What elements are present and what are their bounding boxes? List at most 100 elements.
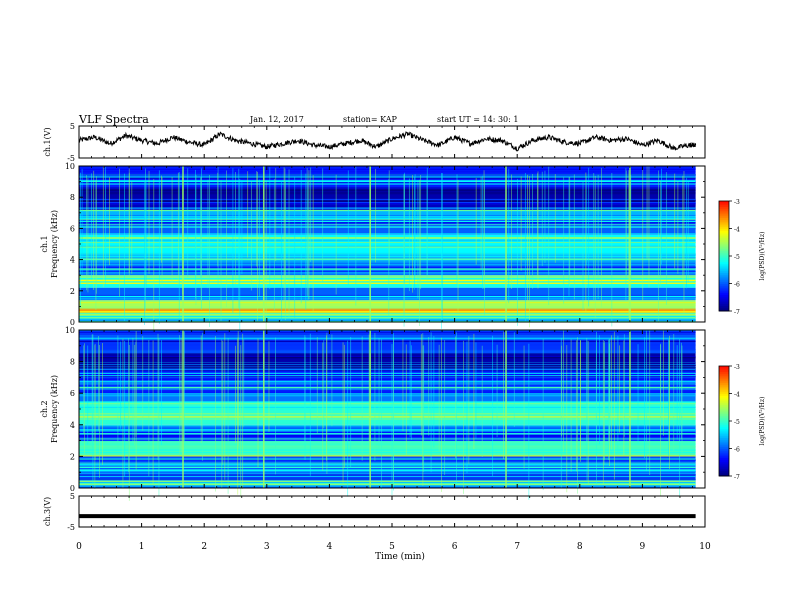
ch1-spectrogram-colorbar-cell (719, 246, 729, 250)
ch2-spectrogram-line (79, 464, 696, 466)
ch2-spectrogram-sferic (681, 345, 683, 454)
ch2-spectrogram-sferic (179, 335, 180, 456)
ch1-spectrogram-colorbar-label: log(PSD)(V²/Hz) (759, 232, 766, 281)
ch1-spectrogram-sferic (91, 173, 92, 280)
ch1-spectrogram-ytick-label: 4 (70, 256, 75, 265)
ch2-spectrogram-colorbar-cell (719, 399, 729, 402)
ch2-spectrogram-sferic (326, 335, 327, 461)
ch1-spectrogram-colorbar-tick-label: -4 (734, 227, 740, 234)
ch2-spectrogram-sferic (183, 331, 185, 448)
ch1-spectrogram-sferic (161, 177, 163, 288)
ch2-spectrogram-colorbar-cell (719, 397, 729, 400)
ch1-spectrogram-colorbar-cell (719, 276, 729, 279)
ch1-spectrogram-sferic (414, 177, 415, 290)
ch2-spectrogram-line (79, 486, 696, 488)
ch2-spectrogram-sferic (423, 345, 425, 472)
ch1-spectrogram-line (79, 268, 696, 270)
ch1-spectrogram-sferic (269, 167, 271, 290)
ch1-spectrogram-colorbar-cell (719, 219, 729, 222)
ch1-spectrogram-line (79, 202, 696, 204)
ch2-spectrogram-sferic (148, 339, 150, 476)
ch2-spectrogram-line (79, 337, 696, 339)
ch2-spectrogram-sferic (649, 330, 651, 476)
ch1-spectrogram-colorbar-cell (719, 212, 729, 215)
ch2-spectrogram-line (79, 370, 696, 372)
ch1-spectrogram-sferic (209, 174, 210, 327)
ch2-spectrogram-sferic (623, 340, 625, 456)
ch1-spectrogram-sferic (456, 174, 458, 285)
ch2-spectrogram-sferic (623, 334, 625, 437)
ch2-spectrogram-line (79, 368, 696, 370)
ch2-spectrogram-colorbar-cell (719, 378, 729, 382)
ch1-spectrogram-colorbar-cell (719, 221, 729, 224)
ch1-spectrogram-line (79, 260, 696, 262)
ch1-spectrogram-band (79, 315, 696, 322)
ch1-spectrogram-sferic (593, 173, 595, 300)
ch2-spectrogram-colorbar-cell (719, 450, 729, 453)
ch1-spectrogram-line (79, 200, 696, 202)
ch1-spectrogram-colorbar-cell (719, 223, 729, 226)
ch2-spectrogram-sferic (391, 344, 393, 496)
ch1-spectrogram-sferic (288, 169, 290, 318)
ch1-spectrogram-line (79, 257, 696, 259)
ch1-spectrogram-line (79, 261, 696, 263)
ch2-spectrogram-line (79, 375, 696, 377)
ch2-spectrogram-colorbar-cell (719, 395, 729, 398)
ch2-spectrogram-line (79, 368, 696, 371)
ch1-spectrogram-line (79, 282, 696, 285)
ch2-spectrogram-colorbar-cell (719, 380, 729, 383)
ch1-spectrogram-line (79, 254, 696, 257)
ch2-spectrogram-colorbar-cell (719, 373, 729, 376)
ch1-spectrogram-line (79, 181, 696, 183)
ch2-spectrogram-band (79, 352, 696, 368)
ch1-spectrogram-line (79, 203, 696, 204)
ch1-spectrogram-colorbar-cell (719, 210, 729, 213)
ch2-spectrogram-colorbar-cell (719, 382, 729, 385)
ch1-spectrogram-sferic (531, 173, 533, 289)
ch2-spectrogram-colorbar-cell (719, 366, 729, 369)
ch2-spectrogram-ytick-label: 4 (70, 421, 75, 430)
ch1-spectrogram-sferic (375, 168, 377, 263)
ch1-spectrogram-sferic (404, 172, 405, 284)
ch1-spectrogram-sferic (312, 175, 314, 312)
ch2-spectrogram-sferic (428, 337, 430, 436)
ch2-spectrogram-sferic (243, 339, 245, 427)
ch2-spectrogram-sferic (609, 338, 611, 444)
ch2-spectrogram-sferic (566, 345, 568, 493)
ch2-spectrogram-colorbar-cell (719, 421, 729, 424)
ch2-spectrogram-line (79, 470, 696, 473)
ch1-spectrogram-colorbar-cell (719, 261, 729, 264)
ch1-spectrogram-sferic (554, 174, 556, 263)
ch2-spectrogram-sferic (608, 339, 609, 461)
ch2-spectrogram-sferic (679, 339, 681, 496)
ch2-spectrogram-colorbar-cell (719, 386, 729, 389)
ch1-spectrogram-line (79, 209, 696, 212)
ch1-spectrogram-sferic (200, 177, 202, 303)
ch1-spectrogram-sferic (686, 177, 687, 289)
ch1-spectrogram-line (79, 294, 696, 296)
ch2-spectrogram-sferic (561, 345, 563, 437)
ch2-spectrogram-colorbar-cell (719, 413, 729, 416)
ch1-spectrogram-sferic (195, 174, 197, 306)
ch1-spectrogram-colorbar-cell (719, 226, 729, 229)
ch1-spectrogram-sferic (625, 170, 627, 275)
x-tick-label: 7 (514, 542, 520, 552)
ch1-spectrogram-colorbar-tick-label: -6 (734, 282, 740, 289)
ch1-spectrogram-colorbar-cell (719, 201, 729, 204)
ch2-spectrogram-sferic (570, 339, 572, 472)
ch1-spectrogram-line (79, 198, 696, 201)
ch1-spectrogram-sferic (102, 166, 104, 288)
ch2-spectrogram-line (79, 443, 696, 445)
ch2-spectrogram-line (79, 482, 696, 485)
ch1-spectrogram-sferic (414, 174, 416, 276)
ch1-spectrogram-impulse (262, 166, 265, 322)
ch2-spectrogram-sferic (237, 339, 239, 495)
ch2-spectrogram-line (79, 351, 696, 353)
ch2-spectrogram-colorbar-cell (719, 468, 729, 471)
ch2-spectrogram-sferic (676, 345, 678, 440)
ch1-spectrogram-ytick-label: 0 (70, 318, 75, 327)
ch2-spectrogram-colorbar-cell (719, 452, 729, 455)
ch1-spectrogram-sferic (541, 171, 543, 267)
ch1-spectrogram-colorbar-cell (719, 202, 729, 206)
ch2-spectrogram-line (79, 385, 696, 387)
